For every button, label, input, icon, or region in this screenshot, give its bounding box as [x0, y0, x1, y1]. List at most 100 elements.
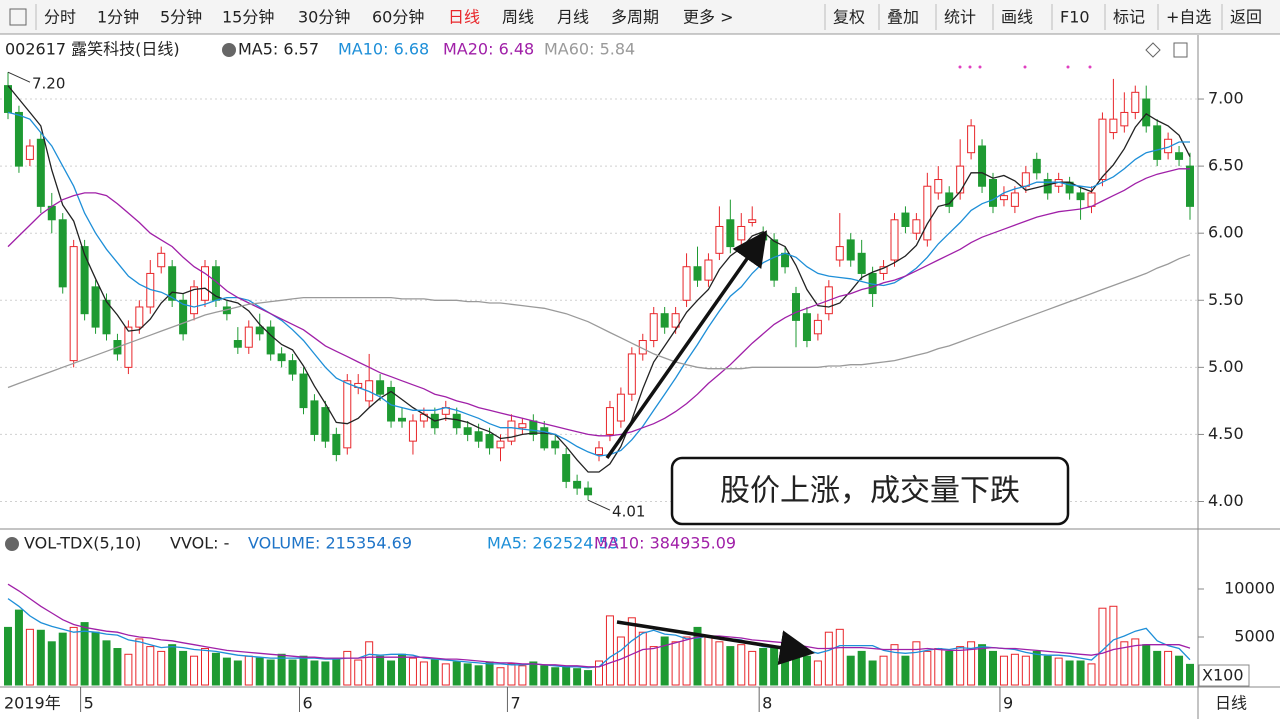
candle-body [80, 246, 89, 315]
tab[interactable]: 月线 [557, 8, 589, 27]
tab[interactable]: 分时 [44, 8, 76, 27]
volume-bar [1098, 607, 1107, 686]
volume-bar [1043, 655, 1052, 686]
volume-bar [255, 657, 264, 686]
tab[interactable]: 15分钟 [222, 8, 274, 27]
candle-body [682, 266, 691, 301]
panel-icon[interactable] [1173, 42, 1188, 58]
tab[interactable]: 周线 [502, 8, 534, 27]
volume-bar [792, 650, 800, 686]
tab[interactable]: 5分钟 [160, 8, 202, 27]
volume-bar [168, 644, 177, 686]
volume-bar [1109, 605, 1118, 686]
candle-body [770, 239, 779, 281]
volume-bar [923, 650, 932, 686]
tool-button[interactable]: F10 [1060, 8, 1090, 27]
tab[interactable]: 多周期 [611, 8, 659, 27]
volume-bar [1175, 655, 1184, 686]
volume-bar [638, 631, 647, 686]
volume-bar [1120, 641, 1129, 686]
candle-body [1043, 179, 1052, 194]
candle-body [956, 165, 965, 194]
candle-body [157, 252, 166, 268]
volume-bar [518, 665, 527, 686]
candle-body [912, 219, 921, 234]
candle-body [244, 326, 253, 348]
candle-body [332, 433, 341, 456]
y-tick-label: 5000 [1234, 627, 1275, 646]
tab[interactable]: 日线 [448, 8, 480, 27]
tool-button[interactable]: 复权 [833, 8, 865, 27]
volume-bar [901, 655, 910, 686]
y-tick-label: 6.00 [1208, 223, 1244, 242]
month-label: 8 [762, 694, 772, 713]
volume-bar [1032, 650, 1041, 686]
tool-button[interactable]: 叠加 [887, 8, 919, 27]
setting-icon[interactable] [5, 537, 19, 551]
volume-bar [14, 609, 23, 686]
y-tick-label: 10000 [1224, 579, 1275, 598]
tab[interactable]: 60分钟 [372, 8, 424, 27]
volume-bar [1186, 663, 1194, 686]
candle-body [1087, 192, 1096, 207]
candle-body [485, 433, 494, 449]
volume-bar [496, 667, 505, 686]
candle-body [288, 360, 297, 375]
volume-bar [36, 629, 45, 686]
volume-bar [1164, 650, 1173, 686]
year-label: 2019年 [4, 694, 61, 713]
volume-bar [759, 648, 768, 686]
diamond-icon[interactable] [1145, 42, 1161, 58]
month-label: 7 [510, 694, 520, 713]
annotation-label: 7.20 [32, 75, 65, 93]
y-tick-label: 5.50 [1208, 290, 1244, 309]
volume-bar [201, 648, 209, 686]
volume-bar [179, 650, 188, 686]
setting-icon[interactable] [222, 43, 236, 57]
volume-bar [605, 615, 614, 686]
candle-body [124, 326, 133, 368]
candle-body [507, 420, 516, 442]
volume-subtitle: VVOL: - [170, 534, 229, 553]
tool-button[interactable]: 标记 [1113, 8, 1145, 27]
tab[interactable]: 1分钟 [97, 8, 139, 27]
volume-bar [211, 652, 220, 686]
tool-button[interactable]: +自选 [1166, 8, 1211, 27]
ma-legend: MA10: 6.68 [338, 40, 429, 59]
candle-body [266, 326, 275, 355]
candle-body [376, 380, 385, 395]
volume-bar [463, 663, 472, 686]
volume-bar [419, 661, 428, 686]
candle-body [595, 447, 603, 456]
y-tick-label: 4.50 [1208, 424, 1244, 443]
candle-body [879, 266, 888, 274]
tool-button[interactable]: 返回 [1230, 8, 1262, 27]
volume-bar [398, 653, 406, 686]
candle-body [605, 407, 614, 435]
candle-body [529, 420, 538, 435]
tool-button[interactable]: 统计 [944, 8, 976, 27]
toolbar [0, 0, 1280, 34]
tool-button[interactable]: 画线 [1001, 8, 1033, 27]
volume-bar [135, 638, 144, 686]
menu-icon[interactable] [9, 8, 27, 26]
volume-bar [80, 622, 89, 686]
candle-body [901, 212, 910, 227]
volume-bar [452, 661, 461, 686]
candle-body [792, 293, 800, 321]
volume-bar [387, 660, 396, 686]
month-label: 6 [303, 694, 313, 713]
tab[interactable]: 更多 > [683, 8, 734, 27]
volume-title: VOL-TDX(5,10) [24, 534, 141, 553]
candle-body [584, 487, 593, 496]
volume-bar [146, 646, 155, 686]
candle-body [1175, 152, 1184, 160]
annotation-label: 4.01 [612, 503, 645, 521]
candle-body [999, 195, 1008, 201]
candle-body [463, 427, 472, 435]
volume-bar [58, 632, 67, 686]
candle-body [1120, 111, 1129, 127]
tab[interactable]: 30分钟 [298, 8, 350, 27]
volume-bar [190, 655, 199, 686]
